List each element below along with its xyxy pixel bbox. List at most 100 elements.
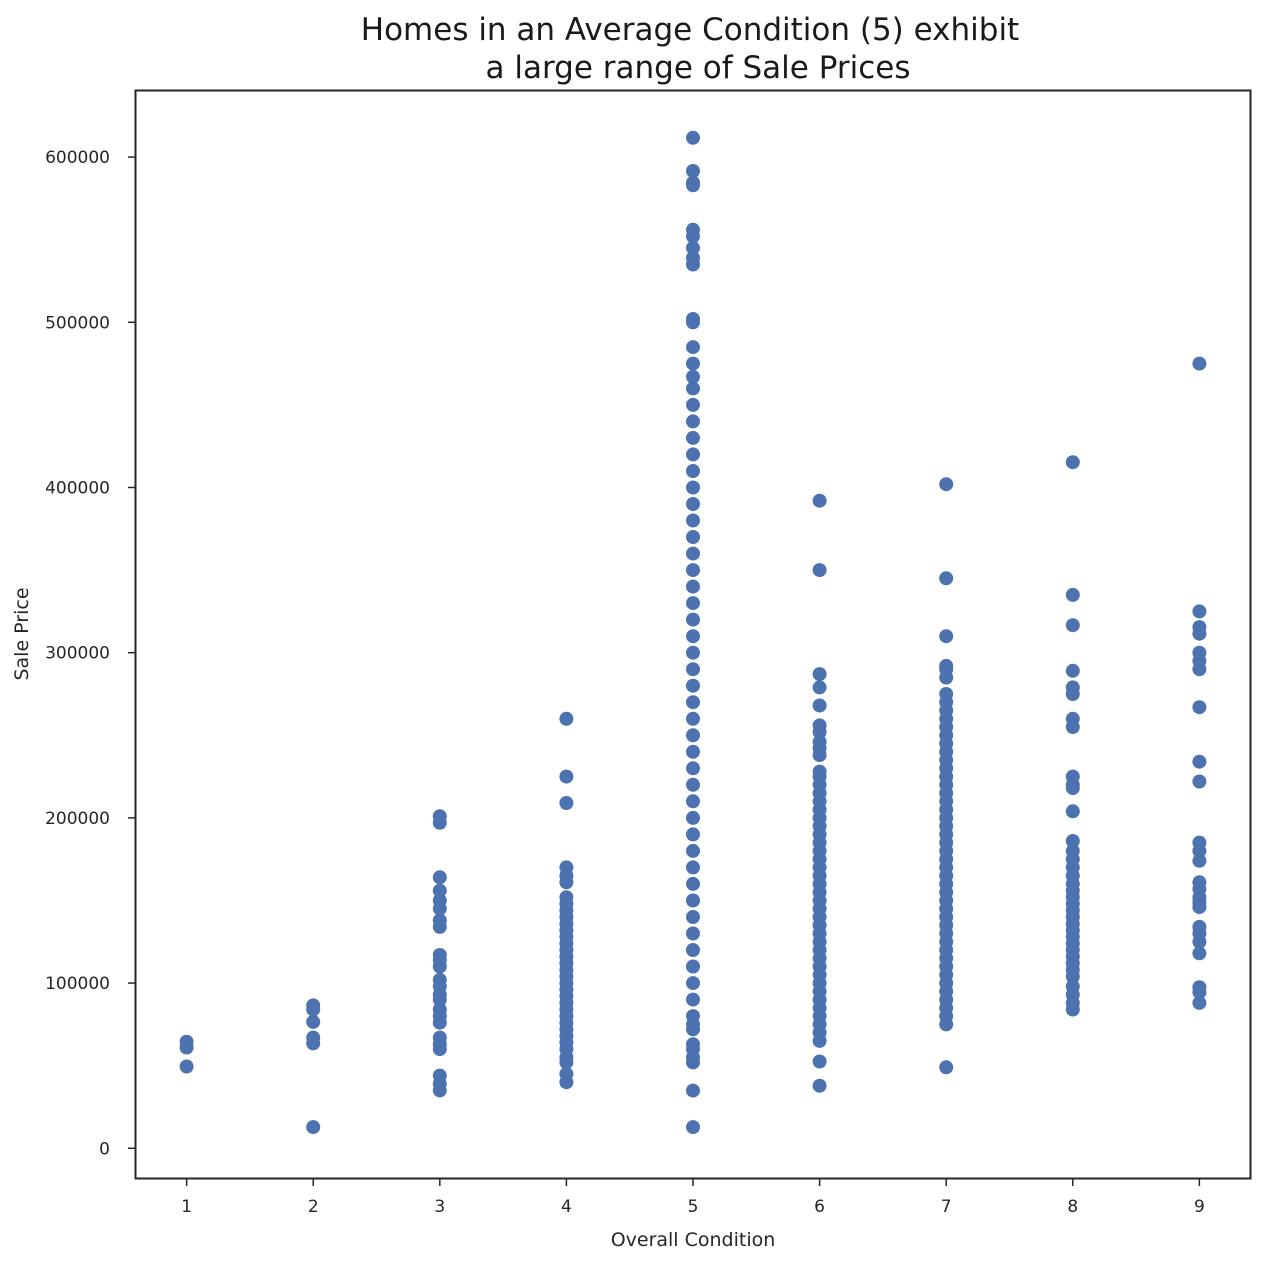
scatter-point [686,381,700,396]
scatter-point [686,910,700,924]
scatter-point [686,761,700,776]
scatter-point [939,571,954,586]
scatter-point [686,513,700,528]
scatter-point [1192,700,1207,715]
scatter-point [812,764,827,779]
x-axis-label: Overall Condition [611,1229,776,1251]
scatter-point [1192,356,1207,371]
scatter-point [179,1059,194,1074]
scatter-point [432,972,447,987]
scatter-point [432,809,447,824]
scatter-point [1192,919,1207,934]
scatter-point [686,876,700,891]
scatter-point [686,130,700,145]
scatter-point [686,744,700,759]
scatter-point [812,493,827,508]
scatter-point [559,769,574,784]
y-tick-label: 100000 [45,974,110,994]
chart-title: Homes in an Average Condition (5) exhibi… [361,12,1019,86]
scatter-point [686,860,700,875]
scatter-point [1192,835,1207,850]
scatter-point [432,893,447,908]
scatter-point [686,711,700,726]
scatter-point [306,1014,321,1029]
x-tick-label: 4 [561,1197,572,1217]
scatter-point [432,913,447,928]
x-tick-label: 5 [688,1197,699,1217]
scatter-point [686,695,700,710]
scatter-point [179,1034,194,1049]
scatter-point [686,369,700,384]
scatter-point [559,860,574,875]
scatter-point [686,926,700,941]
scatter-point [686,1120,700,1135]
y-axis-ticks: 0 100000 200000 300000 400000 500000 600000 [45,148,136,1159]
scatter-point [1065,618,1080,633]
x-tick-label: 2 [308,1197,319,1217]
y-tick-label: 0 [99,1139,110,1159]
scatter-point [939,658,954,673]
x-axis-ticks: 1 2 3 4 5 6 7 8 9 [181,1178,1205,1217]
scatter-point [1065,711,1080,726]
scatter-point [686,810,700,825]
scatter-point [686,843,700,858]
scatter-point [686,893,700,908]
scatter-point [686,222,700,237]
scatter-point [686,530,700,544]
data-points [179,130,1207,1135]
scatter-point [686,250,700,265]
x-tick-label: 1 [181,1197,192,1217]
scatter-point [812,1054,827,1069]
y-tick-label: 500000 [45,313,110,333]
scatter-point [432,948,447,962]
scatter-point [306,998,321,1013]
chart-title-line-2: a large range of Sale Prices [486,50,911,86]
x-tick-label: 9 [1194,1197,1205,1217]
scatter-point [939,629,954,644]
scatter-point [939,687,954,701]
y-tick-label: 300000 [45,644,110,664]
scatter-point [1192,774,1207,789]
x-tick-label: 6 [814,1197,825,1217]
scatter-point [686,447,700,462]
scatter-point [686,827,700,842]
scatter-point [1065,769,1080,784]
scatter-point [1065,587,1080,602]
scatter-point [686,662,700,677]
scatter-point [686,497,700,511]
scatter-point [686,596,700,611]
scatter-point [686,546,700,561]
scatter-point [686,312,700,326]
scatter-point [1065,804,1080,819]
scatter-point [559,711,574,726]
scatter-point [559,796,574,810]
scatter-point [686,612,700,627]
scatter-point [432,1002,447,1017]
scatter-point [686,397,700,412]
scatter-point [686,959,700,974]
scatter-point [939,1060,954,1075]
scatter-point [1192,946,1207,961]
scatter-point [1065,455,1080,470]
x-tick-label: 8 [1067,1197,1078,1217]
scatter-point [1192,875,1207,890]
x-tick-label: 3 [434,1197,445,1217]
scatter-point [812,698,827,713]
scatter-point [559,1066,574,1081]
scatter-point [432,1030,447,1045]
scatter-point [686,464,700,478]
scatter-point [686,175,700,190]
scatter-point [686,794,700,809]
scatter-point [1065,663,1080,678]
scatter-point [812,734,827,749]
scatter-point [686,430,700,445]
scatter-point [686,992,700,1007]
y-tick-label: 400000 [45,478,110,498]
scatter-point [1065,680,1080,695]
scatter-point [686,563,700,578]
scatter-point [1065,834,1080,848]
scatter-point [939,477,954,492]
scatter-point [686,579,700,594]
